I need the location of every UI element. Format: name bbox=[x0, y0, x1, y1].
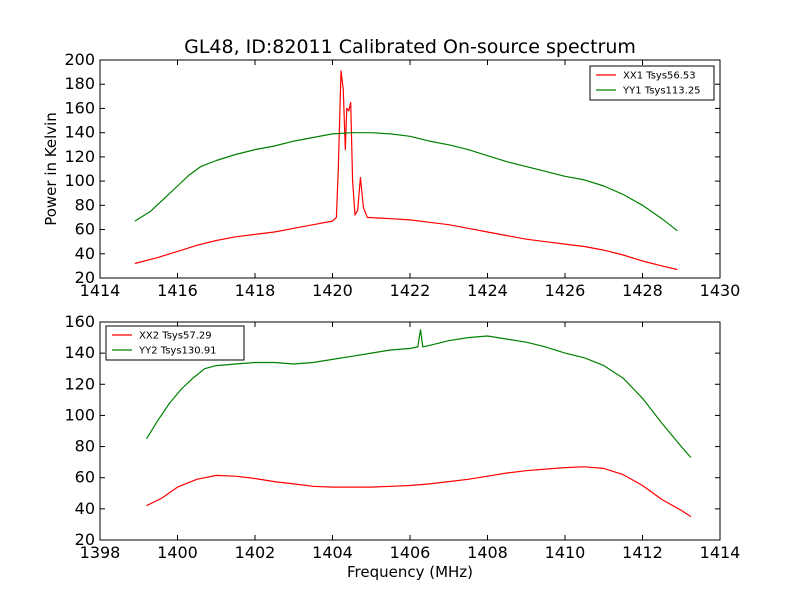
bottom-panel: Frequency (MHz) 1398 1400 1402 1404 1406 1408… bbox=[64, 312, 740, 581]
y-axis-label: Power in Kelvin bbox=[42, 112, 60, 226]
series-line-2 bbox=[134, 132, 678, 232]
x-tick-label: 1430 bbox=[700, 281, 741, 300]
series-line-1 bbox=[146, 466, 692, 518]
legend-entry: XX2 Tsys57.29 bbox=[139, 331, 212, 342]
y-tick-label: 40 bbox=[75, 244, 95, 263]
y-tick-label: 40 bbox=[75, 499, 95, 518]
y-tick-label: 120 bbox=[64, 374, 95, 393]
y-tick-label: 180 bbox=[64, 74, 95, 93]
y-tick-label: 20 bbox=[75, 530, 95, 549]
x-tick-label: 1400 bbox=[157, 543, 198, 562]
x-axis-label: Frequency (MHz) bbox=[347, 563, 473, 581]
series-layer bbox=[134, 70, 678, 271]
x-tick-label: 1426 bbox=[545, 281, 586, 300]
axis-ticks: 1398 1400 1402 1404 1406 1408 1410 1412 1414 20 40… bbox=[64, 312, 740, 562]
x-tick-label: 1424 bbox=[467, 281, 508, 300]
y-tick-label: 200 bbox=[64, 50, 95, 69]
x-tick-label: 1404 bbox=[312, 543, 353, 562]
plot-area bbox=[99, 321, 721, 541]
x-tick-label: 1402 bbox=[235, 543, 276, 562]
x-tick-label: 1422 bbox=[390, 281, 431, 300]
axis-ticks: 1414 1416 1418 1420 1422 1424 1426 1428 1430 20 40… bbox=[64, 50, 740, 300]
series-line-1 bbox=[134, 70, 678, 271]
x-tick-label: 1408 bbox=[467, 543, 508, 562]
y-tick-label: 120 bbox=[64, 147, 95, 166]
y-tick-label: 80 bbox=[75, 195, 95, 214]
legend-entry: YY2 Tsys130.91 bbox=[138, 346, 217, 357]
x-tick-label: 1414 bbox=[700, 543, 741, 562]
y-tick-label: 160 bbox=[64, 98, 95, 117]
legend: XX2 Tsys57.29 YY2 Tsys130.91 bbox=[105, 325, 245, 361]
legend-entry: YY1 Tsys113.25 bbox=[622, 86, 701, 97]
x-tick-label: 1420 bbox=[312, 281, 353, 300]
y-tick-label: 100 bbox=[64, 171, 95, 190]
x-tick-label: 1416 bbox=[157, 281, 198, 300]
plot-area bbox=[99, 59, 721, 279]
x-tick-label: 1398 bbox=[80, 543, 121, 562]
legend: XX1 Tsys56.53 YY1 Tsys113.25 bbox=[589, 65, 715, 101]
y-tick-label: 60 bbox=[75, 220, 95, 239]
series-layer bbox=[145, 329, 692, 518]
legend-box bbox=[589, 65, 715, 101]
x-tick-label: 1414 bbox=[80, 281, 121, 300]
x-tick-label: 1428 bbox=[622, 281, 663, 300]
y-tick-label: 100 bbox=[64, 405, 95, 424]
x-tick-label: 1406 bbox=[390, 543, 431, 562]
top-panel: GL48, ID:82011 Calibrated On-source spec… bbox=[42, 36, 740, 300]
y-tick-label: 160 bbox=[64, 312, 95, 331]
x-tick-label: 1410 bbox=[545, 543, 586, 562]
y-tick-label: 80 bbox=[75, 437, 95, 456]
y-tick-label: 60 bbox=[75, 468, 95, 487]
y-tick-label: 140 bbox=[64, 123, 95, 142]
legend-entry: XX1 Tsys56.53 bbox=[623, 71, 696, 82]
series-line-2 bbox=[145, 329, 692, 458]
y-tick-label: 20 bbox=[75, 268, 95, 287]
x-tick-label: 1412 bbox=[622, 543, 663, 562]
x-tick-label: 1418 bbox=[235, 281, 276, 300]
chart-title: GL48, ID:82011 Calibrated On-source spec… bbox=[184, 36, 636, 58]
legend-box bbox=[105, 325, 245, 361]
y-tick-label: 140 bbox=[64, 343, 95, 362]
